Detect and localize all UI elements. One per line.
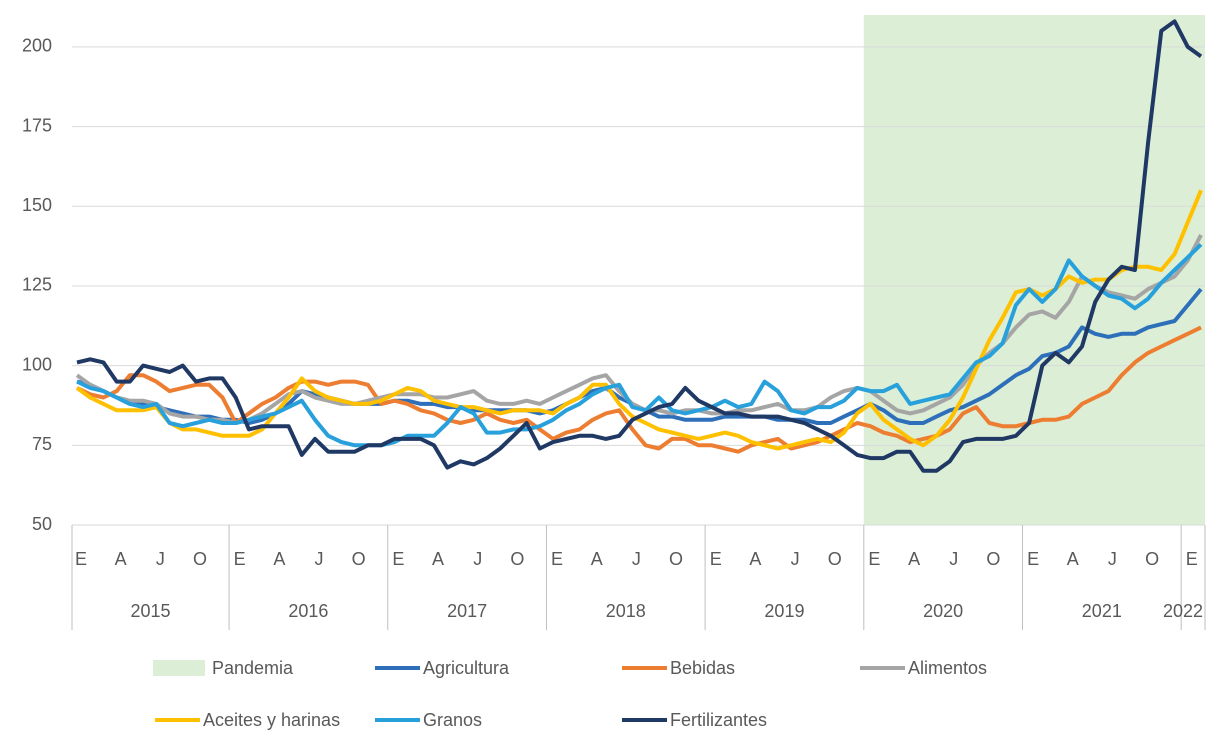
x-tick-label: O [510, 549, 524, 569]
x-tick-label: J [949, 549, 958, 569]
year-label: 2022 [1163, 601, 1203, 621]
x-tick-label: O [986, 549, 1000, 569]
x-tick-label: J [473, 549, 482, 569]
y-tick-label: 125 [22, 275, 52, 295]
year-label: 2017 [447, 601, 487, 621]
y-tick-label: 175 [22, 115, 52, 135]
legend-label: Pandemia [212, 658, 294, 678]
year-label: 2015 [131, 601, 171, 621]
x-tick-label: O [669, 549, 683, 569]
x-tick-label: J [1108, 549, 1117, 569]
series-line [76, 325, 1202, 454]
x-tick-label: J [315, 549, 324, 569]
x-tick-label: E [868, 549, 880, 569]
x-tick-label: J [156, 549, 165, 569]
x-tick-label: E [551, 549, 563, 569]
legend-label: Fertilizantes [670, 710, 767, 730]
x-tick-label: A [432, 549, 444, 569]
legend-label: Bebidas [670, 658, 735, 678]
legend-label: Granos [423, 710, 482, 730]
x-tick-label: O [193, 549, 207, 569]
series-line [76, 19, 1203, 473]
x-tick-label: E [234, 549, 246, 569]
x-tick-label: O [828, 549, 842, 569]
series-line [76, 243, 1203, 448]
legend-label: Aceites y harinas [203, 710, 340, 730]
year-label: 2020 [923, 601, 963, 621]
y-tick-label: 200 [22, 36, 52, 56]
legend-swatch [153, 660, 205, 676]
x-tick-label: A [115, 549, 127, 569]
x-tick-label: A [749, 549, 761, 569]
legend-label: Agricultura [423, 658, 510, 678]
legend-label: Alimentos [908, 658, 987, 678]
year-label: 2019 [764, 601, 804, 621]
x-tick-label: E [392, 549, 404, 569]
x-tick-label: E [75, 549, 87, 569]
year-label: 2021 [1082, 601, 1122, 621]
x-tick-label: O [1145, 549, 1159, 569]
x-tick-label: E [1027, 549, 1039, 569]
y-tick-label: 75 [32, 434, 52, 454]
x-tick-label: A [1067, 549, 1079, 569]
year-label: 2016 [288, 601, 328, 621]
y-tick-label: 150 [22, 195, 52, 215]
x-tick-label: A [273, 549, 285, 569]
year-label: 2018 [606, 601, 646, 621]
x-tick-label: J [791, 549, 800, 569]
x-tick-label: E [1186, 549, 1198, 569]
y-tick-label: 100 [22, 354, 52, 374]
x-tick-label: A [908, 549, 920, 569]
y-tick-label: 50 [32, 514, 52, 534]
x-tick-label: E [710, 549, 722, 569]
x-tick-label: O [352, 549, 366, 569]
x-tick-label: J [632, 549, 641, 569]
x-tick-label: A [591, 549, 603, 569]
